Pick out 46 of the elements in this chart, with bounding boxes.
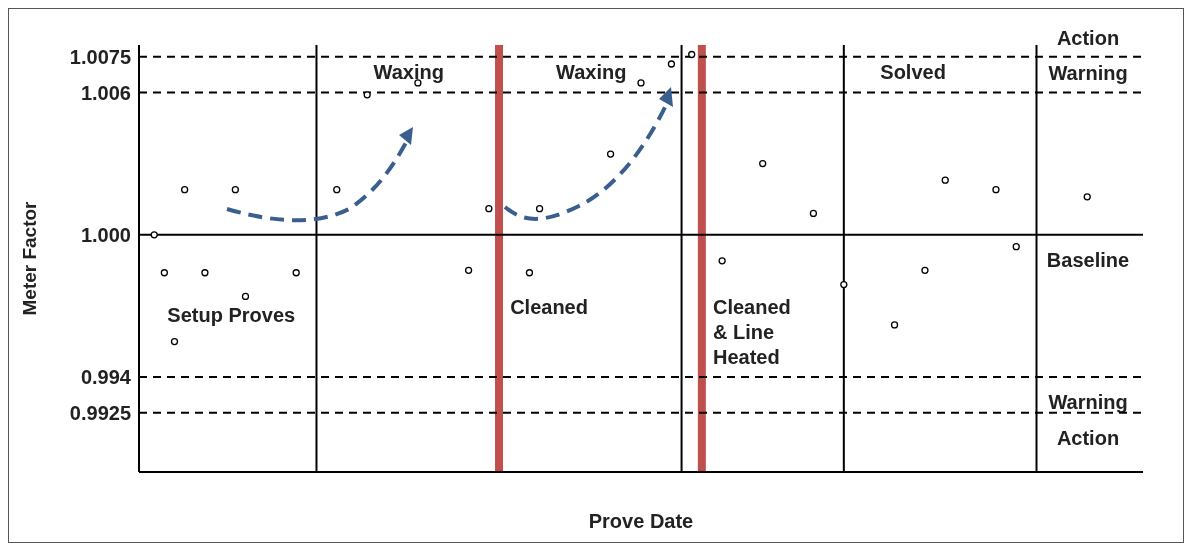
point: [941, 176, 949, 184]
point: [535, 205, 544, 213]
point: [637, 79, 645, 87]
point: [241, 292, 250, 301]
point: [718, 257, 726, 265]
y-tick-label: 0.9925: [69, 401, 131, 424]
y-tick-label: 0.994: [80, 366, 132, 389]
point: [160, 269, 168, 277]
y-tick-label: 1.006: [80, 81, 131, 104]
point: [809, 209, 818, 218]
annotation: Solved: [880, 60, 946, 83]
annotation: Setup Proves: [167, 304, 296, 327]
point: [992, 186, 1000, 194]
annotation: Cleaned & Line Heated: [712, 295, 791, 368]
point: [464, 266, 473, 275]
point: [840, 280, 848, 289]
point: [333, 186, 341, 194]
point: [363, 91, 371, 99]
point: [606, 150, 615, 158]
point: [525, 269, 534, 277]
point: [201, 269, 209, 277]
point: [485, 205, 493, 213]
ref-line-label: Action: [1056, 26, 1120, 49]
point: [759, 159, 767, 168]
y-tick-label: 1.0075: [69, 45, 131, 68]
ref-line-label: Warning: [1048, 391, 1128, 414]
point: [667, 60, 676, 68]
point: [150, 231, 158, 239]
y-tick-label: 1.000: [80, 223, 131, 246]
annotation: Waxing: [556, 60, 627, 83]
x-axis-title: Prove Date: [588, 510, 694, 532]
point: [170, 337, 179, 346]
ref-line-label: Warning: [1048, 62, 1128, 85]
ref-line-label: Baseline: [1046, 248, 1130, 271]
y-axis-title: Meter Factor: [18, 200, 40, 316]
point: [688, 50, 696, 59]
point: [180, 186, 189, 194]
point: [921, 266, 929, 275]
point: [292, 269, 300, 277]
point: [1012, 242, 1020, 251]
point: [231, 186, 239, 194]
point: [1083, 193, 1091, 201]
point: [890, 321, 899, 329]
annotation: Cleaned: [510, 295, 588, 318]
ref-line-label: Action: [1056, 426, 1120, 449]
annotation: Waxing: [373, 60, 444, 83]
